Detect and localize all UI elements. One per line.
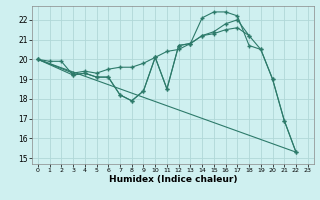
X-axis label: Humidex (Indice chaleur): Humidex (Indice chaleur)	[108, 175, 237, 184]
